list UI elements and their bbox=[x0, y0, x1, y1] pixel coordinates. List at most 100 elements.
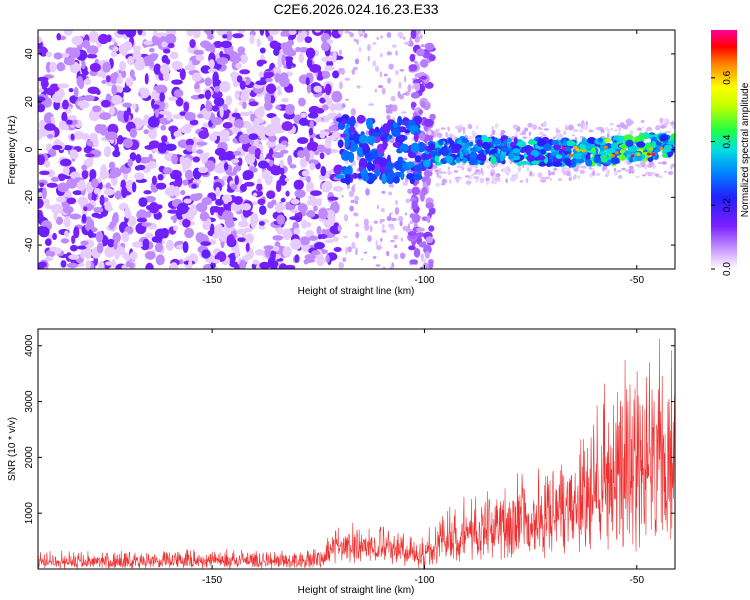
spectrogram-blob bbox=[438, 139, 444, 146]
spectrogram-blob bbox=[237, 237, 246, 243]
spectrogram-blob bbox=[142, 238, 150, 249]
spectrogram-blob bbox=[83, 78, 91, 86]
spectrogram-blob bbox=[202, 122, 210, 128]
spectrogram-blob bbox=[468, 141, 474, 147]
spectrogram-blob bbox=[237, 30, 246, 34]
spectrogram-blob bbox=[306, 210, 316, 218]
spectrogram-blob bbox=[133, 172, 145, 180]
spectrogram-blob bbox=[443, 171, 447, 175]
spectrogram-blob bbox=[268, 148, 274, 156]
spectrogram-blob bbox=[526, 167, 530, 172]
spectrogram-blob bbox=[459, 151, 464, 160]
spectrogram-blob bbox=[480, 167, 483, 174]
spectrogram-blob bbox=[211, 90, 223, 100]
spectrogram-blob bbox=[49, 83, 60, 92]
spectrogram-blob bbox=[256, 59, 264, 67]
spectrogram-blob bbox=[38, 119, 46, 131]
spectrogram-blob bbox=[311, 250, 320, 256]
spectrogram-blob bbox=[538, 131, 544, 136]
spectrogram-blob bbox=[656, 145, 662, 152]
spectrogram-blob bbox=[173, 89, 184, 98]
spectrogram-blob bbox=[43, 198, 50, 207]
spectrogram-blob bbox=[354, 195, 360, 202]
spectrogram-blob bbox=[332, 50, 337, 63]
spectrogram-blob bbox=[99, 112, 112, 120]
spectrogram-blob bbox=[380, 207, 385, 213]
spectrogram-blob bbox=[461, 165, 464, 171]
spectrogram-blob bbox=[428, 261, 434, 269]
spectrogram-blob bbox=[68, 254, 80, 260]
spectrogram-blob bbox=[410, 101, 417, 108]
spectrogram-blob bbox=[192, 30, 201, 39]
spectrogram-blob bbox=[390, 95, 396, 102]
spectrogram-blob bbox=[424, 81, 434, 89]
spectrogram-blob bbox=[390, 212, 393, 215]
spectrogram-blob bbox=[272, 245, 280, 252]
spectrogram-blob bbox=[285, 49, 297, 57]
spectrogram-blob bbox=[198, 130, 210, 140]
spectrogram-blob bbox=[388, 63, 394, 70]
spectrogram-blob bbox=[141, 222, 152, 227]
spectrogram-blob bbox=[42, 187, 47, 200]
spectrogram-blob bbox=[173, 130, 181, 138]
spectrogram-blob bbox=[223, 162, 229, 171]
spectrogram-blob bbox=[297, 203, 308, 213]
spectrogram-blob bbox=[420, 100, 426, 109]
spectrogram-blob bbox=[276, 226, 284, 235]
spectrogram-blob bbox=[136, 164, 146, 171]
spectrogram-blob bbox=[38, 76, 49, 82]
spectrogram-blob bbox=[225, 217, 235, 228]
spectrogram-blob bbox=[276, 143, 287, 151]
spectrogram-blob bbox=[160, 124, 167, 131]
spectrogram-blob bbox=[411, 200, 418, 210]
spectrogram-blob bbox=[392, 235, 399, 240]
spectrogram-blob bbox=[331, 131, 341, 138]
spectrogram-blob bbox=[376, 204, 380, 210]
spectrogram-blob bbox=[143, 129, 150, 135]
spectrogram-blob bbox=[382, 132, 390, 138]
spectrogram-blob bbox=[96, 242, 104, 254]
spectrogram-blob bbox=[564, 124, 568, 127]
spectrogram-blob bbox=[290, 238, 302, 251]
spectrogram-blob bbox=[59, 158, 72, 167]
spectrogram-blob bbox=[205, 100, 213, 112]
spectrogram-blob bbox=[305, 47, 316, 59]
spectrogram-blob bbox=[204, 111, 210, 121]
spectrogram-blob bbox=[417, 141, 426, 153]
spectrogram-blob bbox=[660, 125, 666, 129]
spectrogram-blob bbox=[341, 194, 345, 198]
spectrogram-blob bbox=[230, 183, 238, 190]
spectrogram-blob bbox=[367, 235, 372, 242]
spectrogram-blob bbox=[280, 42, 292, 50]
spectrogram-blob bbox=[353, 38, 357, 42]
spectrogram-blob bbox=[144, 250, 156, 260]
spectrogram-blob bbox=[309, 63, 322, 73]
spectrogram-blob bbox=[508, 151, 515, 160]
spectrogram-blob bbox=[385, 107, 391, 115]
spectrogram-blob bbox=[116, 76, 123, 85]
spectrogram-blob bbox=[259, 261, 271, 269]
spectrogram-blob bbox=[402, 225, 409, 231]
spectrogram-blob bbox=[101, 79, 107, 84]
spectrogram-blob bbox=[124, 207, 131, 219]
spectrogram-blob bbox=[276, 179, 281, 188]
spectrogram-blob bbox=[60, 52, 70, 58]
spectrogram-blob bbox=[661, 161, 667, 165]
spectrogram-blob bbox=[81, 169, 89, 180]
spectrogram-blob bbox=[132, 103, 137, 110]
spectrogram-blob bbox=[603, 145, 608, 149]
spectrogram-blob bbox=[349, 126, 356, 133]
spectrogram-blob bbox=[326, 39, 334, 44]
spectrogram-blob bbox=[501, 147, 510, 153]
spectrogram-blob bbox=[214, 85, 220, 93]
spectrogram-blob bbox=[617, 132, 621, 136]
spectrogram-blob bbox=[337, 139, 344, 148]
spectrogram-blob bbox=[352, 66, 358, 71]
spectrogram-blob bbox=[453, 170, 459, 173]
spectrogram-blob bbox=[375, 264, 381, 267]
spectrogram-blob bbox=[399, 69, 405, 72]
spectrogram-blob bbox=[277, 89, 283, 96]
spectrogram-blob bbox=[86, 53, 98, 59]
spectrogram-blob bbox=[341, 150, 351, 161]
spectrogram-blob bbox=[38, 213, 44, 220]
